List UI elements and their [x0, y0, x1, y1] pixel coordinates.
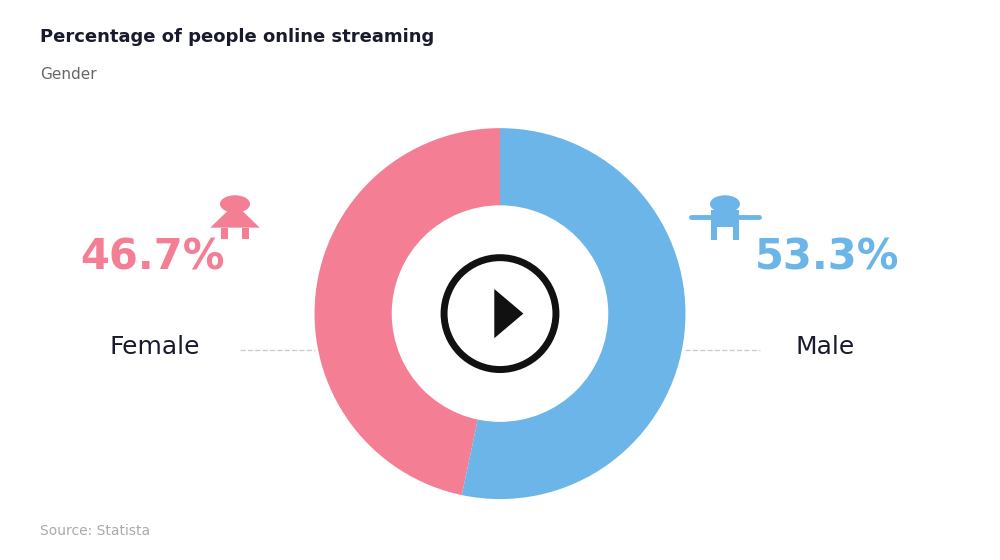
Wedge shape	[315, 128, 500, 495]
Text: Gender: Gender	[40, 67, 97, 82]
FancyBboxPatch shape	[711, 210, 739, 227]
Text: Female: Female	[110, 335, 200, 359]
Polygon shape	[210, 209, 260, 227]
Circle shape	[444, 258, 556, 370]
Circle shape	[711, 196, 739, 212]
Circle shape	[392, 206, 608, 421]
Text: 46.7%: 46.7%	[80, 236, 224, 278]
FancyBboxPatch shape	[733, 227, 739, 240]
Text: 53.3%: 53.3%	[755, 236, 900, 278]
FancyBboxPatch shape	[242, 227, 249, 239]
Text: Percentage of people online streaming: Percentage of people online streaming	[40, 28, 434, 46]
Polygon shape	[494, 289, 523, 338]
FancyBboxPatch shape	[711, 227, 717, 240]
FancyBboxPatch shape	[221, 227, 228, 239]
Text: Source: Statista: Source: Statista	[40, 524, 150, 538]
Circle shape	[221, 196, 249, 212]
Text: Male: Male	[795, 335, 854, 359]
Wedge shape	[462, 128, 685, 499]
